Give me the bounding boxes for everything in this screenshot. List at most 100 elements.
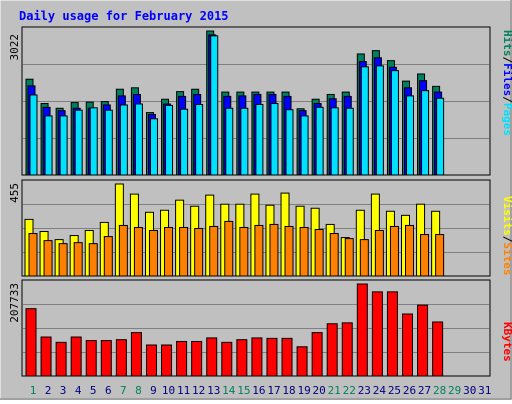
bar-kbytes xyxy=(251,337,263,377)
x-axis-day-label: 2 xyxy=(45,384,52,397)
bar-pages xyxy=(270,103,279,176)
bar-pages xyxy=(44,115,53,176)
legend-visits: Visits xyxy=(501,196,512,236)
bar-pages xyxy=(436,97,445,176)
x-axis-day-label: 3 xyxy=(60,384,67,397)
bar-sites xyxy=(405,224,414,277)
middle-axis-max-label: 455 xyxy=(8,183,21,203)
bar-sites xyxy=(88,243,98,277)
bar-sites xyxy=(284,225,294,277)
bar-pages xyxy=(421,90,430,176)
bar-sites xyxy=(179,226,189,277)
bar-pages xyxy=(29,94,38,176)
bar-kbytes xyxy=(281,337,293,377)
x-axis-day-label: 24 xyxy=(373,384,387,397)
bar-kbytes xyxy=(206,337,218,377)
bar-sites xyxy=(389,225,399,277)
bar-kbytes xyxy=(55,341,67,377)
top-legend: Hits/Files/Pages xyxy=(501,30,512,136)
bar-sites xyxy=(239,226,249,277)
bottom-legend: KBytes xyxy=(501,322,512,362)
top-axis-max-label: 3022 xyxy=(8,34,21,61)
bar-sites xyxy=(118,224,128,277)
legend-sites: Sites xyxy=(501,242,512,275)
x-axis-day-label: 28 xyxy=(433,384,446,397)
bar-sites xyxy=(209,225,219,277)
x-axis-day-label: 19 xyxy=(297,384,310,397)
bar-sites xyxy=(359,239,369,277)
bar-kbytes xyxy=(145,344,157,377)
chart-title: Daily usage for February 2015 xyxy=(19,9,229,23)
bar-kbytes xyxy=(417,304,429,377)
bar-sites xyxy=(103,236,113,277)
bar-pages xyxy=(89,107,98,176)
bar-sites xyxy=(314,228,324,277)
bar-sites xyxy=(435,234,445,277)
bar-pages xyxy=(345,107,354,176)
legend-pages: Pages xyxy=(501,103,512,136)
x-axis-day-label: 20 xyxy=(313,384,326,397)
bar-pages xyxy=(74,109,83,176)
x-axis-day-label: 6 xyxy=(105,384,112,397)
x-axis-day-label: 12 xyxy=(192,384,205,397)
bar-pages xyxy=(195,103,204,176)
bar-kbytes xyxy=(191,340,203,377)
bar-kbytes xyxy=(236,339,248,377)
bar-pages xyxy=(375,65,384,176)
bar-sites xyxy=(194,227,204,277)
bar-sites xyxy=(224,220,234,277)
bar-pages xyxy=(330,107,339,176)
x-axis-day-label: 26 xyxy=(403,384,416,397)
x-axis-day-label: 30 xyxy=(463,384,476,397)
bar-sites xyxy=(43,240,53,277)
x-axis-day-label: 4 xyxy=(75,384,82,397)
bar-sites xyxy=(133,226,143,277)
bar-pages xyxy=(360,66,369,176)
bar-kbytes xyxy=(386,291,398,377)
x-axis-labels: 1 2 3 4 5 6 7 8 9 10 11 12 13 14 15 16 17 18 19 20 21 22 23 24 2… xyxy=(30,384,492,397)
bar-sites xyxy=(58,243,68,277)
x-axis-day-label: 13 xyxy=(207,384,220,397)
bar-sites xyxy=(164,226,174,277)
x-axis-day-label: 10 xyxy=(162,384,175,397)
bar-kbytes xyxy=(296,346,308,377)
bar-pages xyxy=(225,107,234,176)
middle-legend: Visits/Sites xyxy=(501,196,512,276)
bar-sites xyxy=(420,234,430,277)
bar-pages xyxy=(300,115,309,176)
bar-pages xyxy=(119,104,128,176)
bar-pages xyxy=(255,103,264,176)
bar-kbytes xyxy=(266,337,278,377)
bar-sites xyxy=(148,230,158,277)
bar-kbytes xyxy=(115,339,127,377)
x-axis-day-label: 9 xyxy=(150,384,157,397)
bar-kbytes xyxy=(130,332,142,377)
bar-kbytes xyxy=(356,283,368,377)
bar-sites xyxy=(344,238,354,277)
legend-files: Files xyxy=(501,63,512,96)
bar-pages xyxy=(180,108,189,176)
bar-kbytes xyxy=(341,322,353,377)
bar-kbytes xyxy=(402,313,413,377)
x-axis-day-label: 21 xyxy=(328,384,341,397)
bar-pages xyxy=(285,109,294,176)
bar-pages xyxy=(210,35,219,176)
x-axis-day-label: 8 xyxy=(135,384,142,397)
bar-sites xyxy=(299,226,309,277)
x-axis-day-label: 5 xyxy=(90,384,97,397)
x-axis-day-label: 25 xyxy=(388,384,401,397)
bar-pages xyxy=(390,70,399,176)
svg-text:Visits/Sites: Visits/Sites xyxy=(501,196,512,276)
bar-kbytes xyxy=(371,291,383,377)
bar-kbytes xyxy=(432,321,444,377)
bar-kbytes xyxy=(85,340,97,377)
x-axis-day-label: 23 xyxy=(358,384,371,397)
x-axis-day-label: 14 xyxy=(222,384,236,397)
x-axis-day-label: 27 xyxy=(418,384,431,397)
bar-pages xyxy=(165,104,174,176)
bar-sites xyxy=(374,230,384,277)
bar-pages xyxy=(406,95,414,176)
bar-kbytes xyxy=(25,308,37,377)
